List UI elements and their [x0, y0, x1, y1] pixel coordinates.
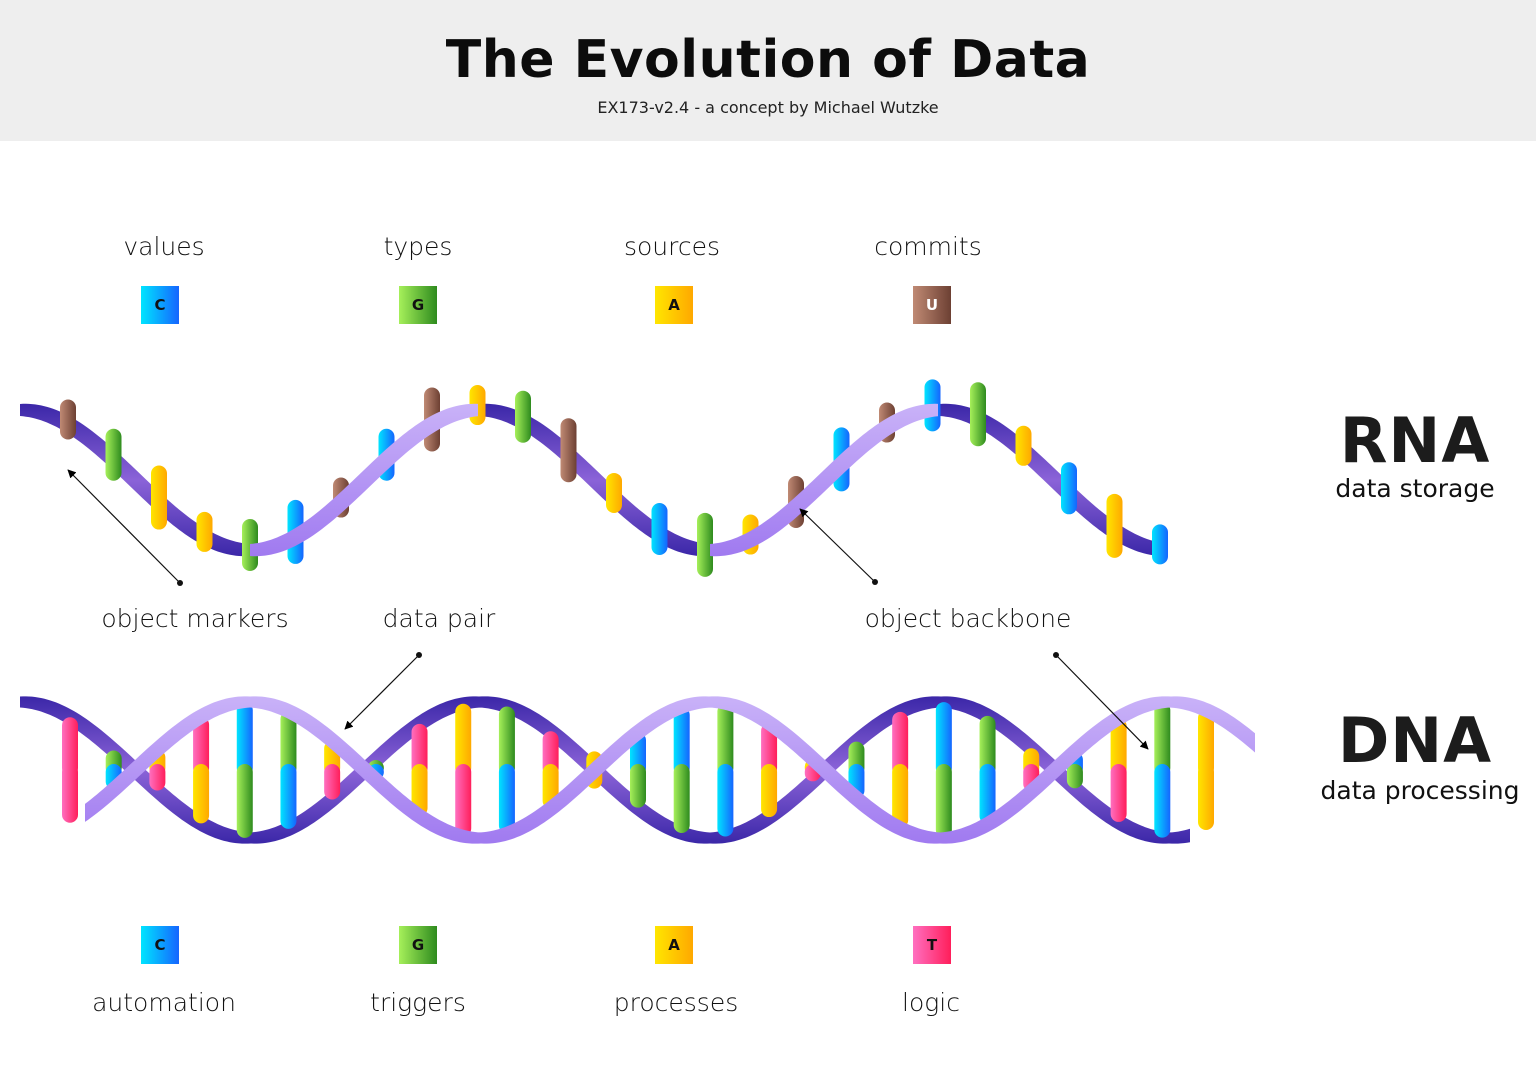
rna-subtitle: data storage: [1335, 474, 1495, 503]
legend-label-commits: commits: [874, 232, 982, 261]
dna-title: DNA: [1337, 704, 1493, 777]
base-g-icon: G: [399, 926, 437, 964]
base-a-icon: A: [655, 286, 693, 324]
base-a-icon: A: [655, 926, 693, 964]
base-c-icon: C: [141, 286, 179, 324]
base-g-icon: G: [399, 286, 437, 324]
legend-label-sources: sources: [623, 232, 721, 261]
annotation-pointers: [67, 469, 1149, 750]
base-t-icon: T: [913, 926, 951, 964]
pointer-object-backbone-rna: [799, 508, 876, 583]
dna-subtitle: data processing: [1320, 776, 1520, 805]
legend-label-values: values: [123, 232, 205, 261]
annotation-object-markers: object markers: [101, 604, 289, 633]
legend-label-logic: logic: [902, 988, 960, 1017]
legend-label-types: types: [383, 232, 453, 261]
rna-strand: [20, 379, 1168, 577]
page-subtitle: EX173-v2.4 - a concept by Michael Wutzke: [597, 98, 939, 117]
pointer-data-pair: [344, 654, 420, 730]
page-title: The Evolution of Data: [445, 30, 1091, 90]
pointer-object-backbone-dna: [1055, 654, 1149, 750]
annotation-data-pair: data pair: [382, 604, 496, 633]
header: The Evolution of Data EX173-v2.4 - a con…: [0, 0, 1536, 141]
dna-double-helix: [20, 696, 1255, 844]
pointer-object-markers: [67, 469, 181, 584]
annotation-object-backbone: object backbone: [864, 604, 1072, 633]
base-c-icon: C: [141, 926, 179, 964]
legend-label-automation: automation: [92, 988, 236, 1017]
legend-label-triggers: triggers: [370, 988, 466, 1017]
base-u-icon: U: [913, 286, 951, 324]
rna-title: RNA: [1339, 404, 1491, 477]
legend-label-processes: processes: [613, 988, 739, 1017]
